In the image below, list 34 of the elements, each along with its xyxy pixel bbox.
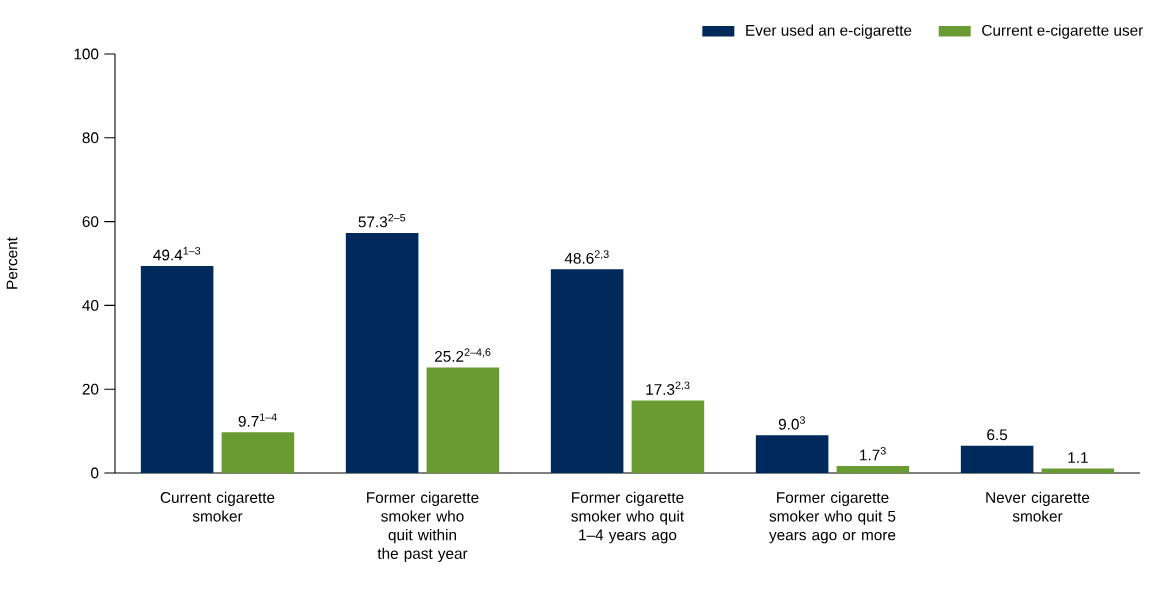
y-tick-label: 100 [74, 48, 99, 60]
x-tick-label: Former cigarette smoker who quit 1–4 years ago [571, 491, 685, 544]
data-label: 17.3$^{2,3}$ [646, 381, 690, 395]
bar [960, 445, 1034, 473]
y-tick-label: 0 [91, 467, 99, 479]
bar [631, 400, 705, 473]
y-axis-title: Percent [6, 237, 18, 289]
x-tick-label: Current cigarette smoker [160, 491, 275, 522]
bar [550, 269, 624, 473]
legend-label: Ever used an e-cigarette [746, 24, 912, 39]
data-label: 1.1 [1068, 452, 1088, 463]
legend-label: Current e-cigarette user [982, 24, 1144, 39]
y-tick-label: 20 [82, 383, 99, 395]
bar [140, 266, 214, 473]
bar [221, 432, 295, 473]
y-tick-label: 60 [82, 216, 99, 228]
data-label: 1.7$^{3}$ [860, 446, 886, 461]
y-tick-label: 40 [82, 299, 99, 311]
x-tick-label: Former cigarette smoker who quit within the past year [367, 491, 479, 562]
data-label: 48.6$^{2,3}$ [564, 250, 609, 264]
bar [1041, 468, 1115, 473]
data-label: 49.4$^{1–3}$ [153, 246, 201, 261]
data-label: 6.5 [987, 429, 1008, 441]
data-label: 25.2$^{2–4,6}$ [434, 348, 491, 362]
data-label: 9.0$^{3}$ [778, 416, 805, 430]
x-tick-label: Never cigarette smoker [986, 491, 1090, 522]
bar [426, 367, 500, 473]
data-label: 57.3$^{2–5}$ [358, 213, 406, 228]
bar [345, 232, 419, 473]
bar [755, 435, 829, 473]
bar [836, 465, 910, 473]
data-label: 9.7$^{1–4}$ [238, 413, 277, 427]
y-tick-label: 80 [82, 132, 99, 144]
x-tick-label: Former cigarette smoker who quit 5 years ago or more [769, 491, 896, 544]
